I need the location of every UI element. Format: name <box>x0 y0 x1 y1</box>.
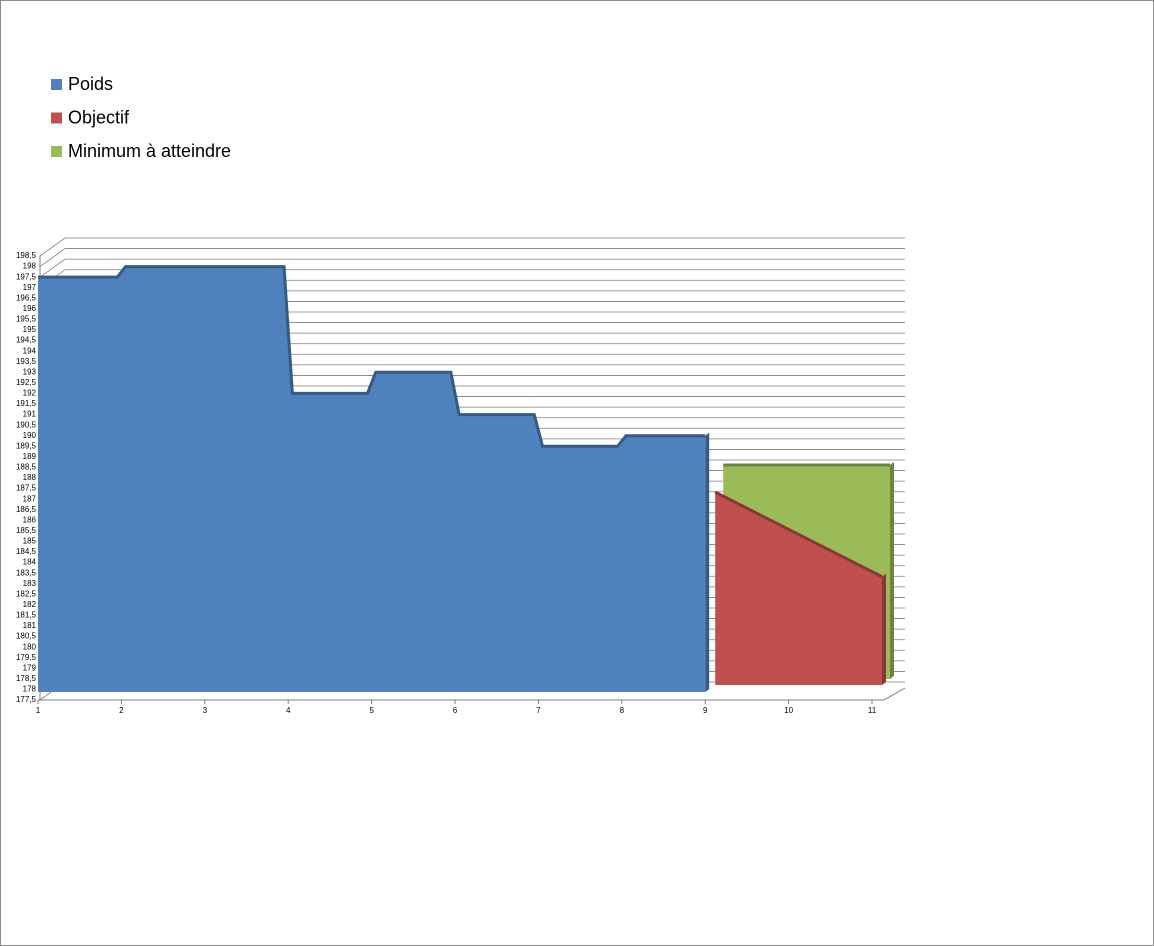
y-tick-label: 184 <box>23 558 37 567</box>
y-tick-label: 186 <box>23 515 37 524</box>
x-tick-label: 6 <box>453 706 458 715</box>
y-tick-label: 191 <box>23 410 37 419</box>
y-tick-label: 192,5 <box>16 378 37 387</box>
grid-line <box>39 237 905 257</box>
y-tick-label: 194 <box>23 346 37 355</box>
area-side <box>882 573 886 685</box>
y-tick-label: 180,5 <box>16 632 37 641</box>
y-tick-label: 186,5 <box>16 505 37 514</box>
x-tick-label: 3 <box>203 706 208 715</box>
y-tick-label: 198 <box>23 262 37 271</box>
y-tick-label: 190 <box>23 431 37 440</box>
area <box>715 492 882 685</box>
y-tick-label: 197,5 <box>16 272 37 281</box>
y-tick-label: 187,5 <box>16 484 37 493</box>
y-tick-label: 183,5 <box>16 568 37 577</box>
y-tick-label: 196 <box>23 304 37 313</box>
y-tick-label: 193,5 <box>16 357 37 366</box>
y-tick-label: 183 <box>23 579 37 588</box>
x-tick-label: 5 <box>369 706 374 715</box>
x-tick-label: 7 <box>536 706 541 715</box>
y-tick-label: 189 <box>23 452 37 461</box>
y-tick-label: 178,5 <box>16 674 37 683</box>
y-tick-label: 178 <box>23 685 37 694</box>
x-tick-label: 2 <box>119 706 124 715</box>
y-tick-label: 195 <box>23 325 37 334</box>
legend-swatch <box>51 79 62 90</box>
area <box>38 266 706 692</box>
y-tick-label: 187 <box>23 494 37 503</box>
y-tick-label: 190,5 <box>16 420 37 429</box>
grid-line <box>39 248 905 267</box>
area-top-edge <box>714 490 883 579</box>
x-tick-label: 1 <box>36 706 41 715</box>
y-tick-label: 193 <box>23 367 37 376</box>
area-side <box>890 462 894 679</box>
y-tick-label: 180 <box>23 642 37 651</box>
y-tick-label: 184,5 <box>16 547 37 556</box>
legend-swatch <box>51 112 62 124</box>
y-tick-label: 191,5 <box>16 399 37 408</box>
y-tick-label: 185 <box>23 537 37 546</box>
area-top-edge <box>38 265 706 448</box>
y-tick-label: 189,5 <box>16 441 37 450</box>
y-tick-label: 181 <box>23 621 37 630</box>
y-tick-label: 177,5 <box>16 695 37 704</box>
x-tick-label: 10 <box>784 706 793 715</box>
floor <box>38 687 906 701</box>
y-tick-label: 182 <box>23 600 37 609</box>
y-tick-label: 179,5 <box>16 653 37 662</box>
y-tick-label: 182,5 <box>16 589 37 598</box>
y-tick-label: 198,5 <box>16 251 37 260</box>
x-tick-label: 8 <box>620 706 625 715</box>
x-tick-label: 4 <box>286 706 291 715</box>
y-tick-label: 195,5 <box>16 315 37 324</box>
y-tick-label: 194,5 <box>16 336 37 345</box>
x-tick-label: 11 <box>868 706 877 715</box>
grid-line <box>39 258 905 278</box>
legend-label: Poids <box>68 74 113 94</box>
y-tick-label: 188,5 <box>16 463 37 472</box>
y-tick-label: 179 <box>23 663 37 672</box>
y-tick-label: 196,5 <box>16 293 37 302</box>
y-tick-label: 181,5 <box>16 611 37 620</box>
y-tick-label: 185,5 <box>16 526 37 535</box>
area-side <box>705 432 710 692</box>
legend-label: Minimum à atteindre <box>68 141 231 161</box>
legend-label: Objectif <box>68 107 130 127</box>
legend-swatch <box>51 146 62 157</box>
x-tick-label: 9 <box>703 706 708 715</box>
y-tick-label: 192 <box>23 389 37 398</box>
y-tick-label: 197 <box>23 283 37 292</box>
y-tick-label: 188 <box>23 473 37 482</box>
